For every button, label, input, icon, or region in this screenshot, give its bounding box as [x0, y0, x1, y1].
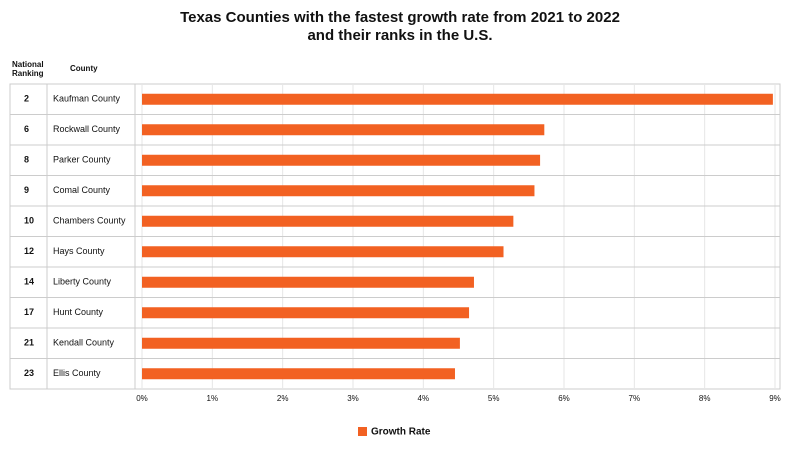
rank-label: 17	[24, 307, 34, 317]
column-header: County	[70, 64, 98, 73]
x-tick-label: 6%	[558, 394, 570, 403]
x-tick-label: 4%	[418, 394, 430, 403]
y-tick-label: Hays County	[53, 246, 105, 256]
x-tick-label: 8%	[699, 394, 711, 403]
bar	[142, 154, 541, 166]
column-header-box: National Ranking	[12, 60, 44, 78]
x-tick-label: 1%	[207, 394, 219, 403]
bar	[142, 337, 460, 349]
rank-label: 14	[24, 277, 34, 287]
chart-title: and their ranks in the U.S.	[307, 27, 492, 44]
rank-label: 23	[24, 368, 34, 378]
y-tick-label: Kaufman County	[53, 94, 121, 104]
y-tick-label: Chambers County	[53, 216, 126, 226]
y-tick-label: Liberty County	[53, 277, 112, 287]
x-tick-label: 3%	[347, 394, 359, 403]
y-tick-label: Comal County	[53, 185, 111, 195]
x-tick-label: 5%	[488, 394, 500, 403]
bar	[142, 185, 535, 197]
rank-label: 10	[24, 216, 34, 226]
rank-label: 2	[24, 94, 29, 104]
column-header: National Ranking	[12, 60, 44, 78]
chart-title: Texas Counties with the fastest growth r…	[180, 9, 620, 26]
legend-label: Growth Rate	[371, 427, 431, 438]
y-tick-label: Ellis County	[53, 368, 101, 378]
bar	[142, 246, 504, 258]
y-tick-label: Rockwall County	[53, 124, 121, 134]
y-tick-label: Parker County	[53, 155, 111, 165]
legend-swatch	[358, 427, 367, 436]
x-tick-label: 2%	[277, 394, 289, 403]
rank-label: 12	[24, 246, 34, 256]
bar	[142, 276, 474, 288]
bar	[142, 93, 773, 105]
bar	[142, 124, 545, 136]
y-tick-label: Hunt County	[53, 307, 104, 317]
y-tick-label: Kendall County	[53, 338, 115, 348]
bar	[142, 307, 470, 319]
rank-label: 6	[24, 124, 29, 134]
x-tick-label: 0%	[136, 394, 148, 403]
bar	[142, 215, 514, 227]
x-tick-label: 7%	[629, 394, 641, 403]
bar	[142, 368, 455, 380]
rank-label: 8	[24, 155, 29, 165]
rank-label: 21	[24, 338, 34, 348]
rank-label: 9	[24, 185, 29, 195]
x-tick-label: 9%	[769, 394, 781, 403]
